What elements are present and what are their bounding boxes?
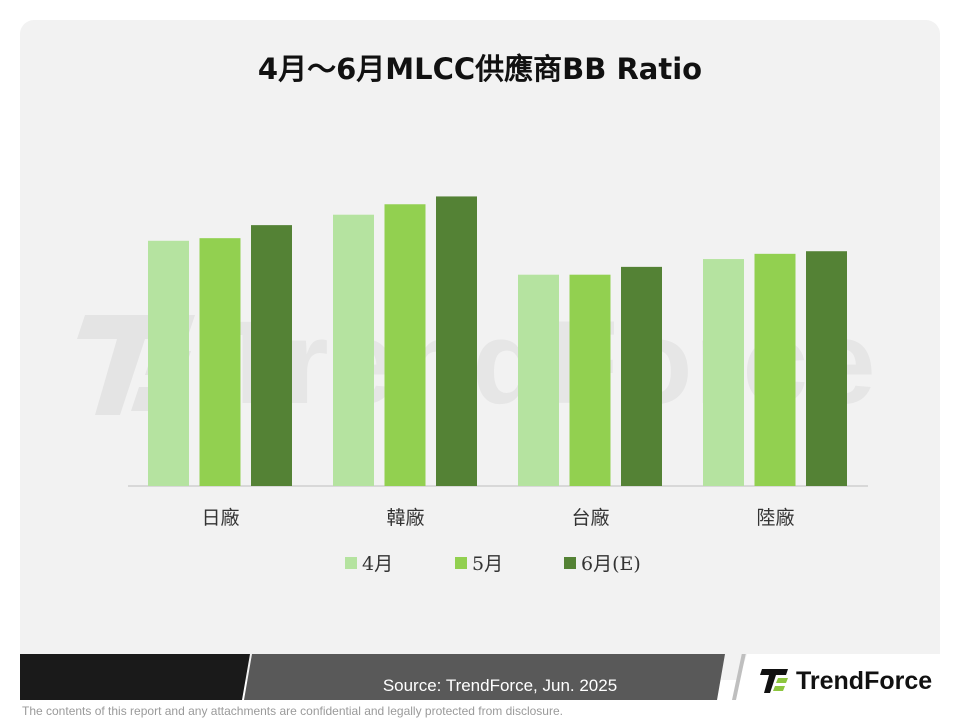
bar: [199, 238, 241, 486]
x-tick-label: 台廠: [571, 506, 609, 529]
legend-swatch: [564, 557, 576, 569]
brand-logo: TrendForce: [760, 664, 932, 698]
x-tick-label: 陸廠: [756, 506, 794, 529]
bar: [148, 240, 189, 486]
bar: [518, 274, 559, 486]
bar: [569, 274, 611, 486]
chart-title: 4月～6月MLCC供應商BB Ratio: [257, 52, 703, 86]
legend-swatch: [345, 557, 357, 569]
bar: [384, 204, 426, 486]
legend-label: 6月(E): [581, 553, 641, 575]
legend-label: 5月: [472, 553, 503, 575]
brand-name: TrendForce: [796, 666, 933, 695]
bar: [703, 259, 744, 486]
bar: [251, 225, 292, 486]
bar: [621, 266, 662, 486]
legend-swatch: [455, 557, 467, 569]
disclaimer-text: The contents of this report and any atta…: [22, 704, 563, 718]
bar: [436, 196, 477, 486]
bar: [333, 214, 374, 486]
x-tick-label: 日廠: [201, 506, 239, 529]
footer-bar: [20, 654, 940, 700]
bar: [754, 253, 796, 486]
trendforce-logo-icon: [760, 669, 788, 693]
legend-label: 4月: [362, 553, 393, 575]
bar: [806, 251, 847, 486]
x-tick-label: 韓廠: [386, 506, 424, 529]
source-text: Source: TrendForce, Jun. 2025: [382, 676, 618, 695]
